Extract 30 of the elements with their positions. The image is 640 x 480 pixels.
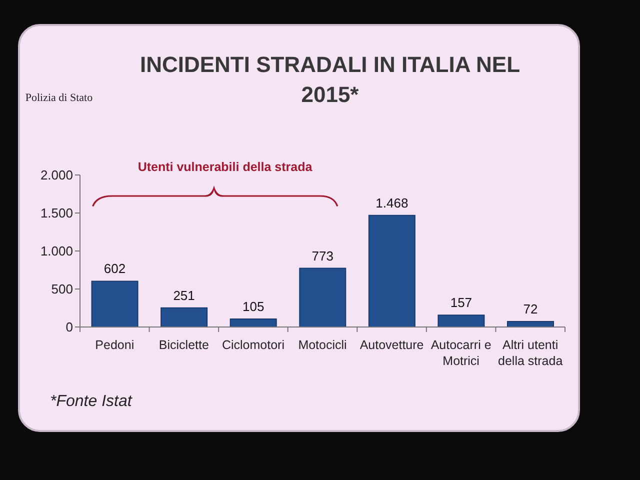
data-label: 602 — [104, 261, 126, 276]
data-label: 1.468 — [376, 195, 408, 210]
bar — [230, 318, 277, 327]
data-label: 773 — [312, 248, 334, 264]
y-tick-label: 0 — [66, 320, 73, 335]
text: Polizia di Stato — [24, 92, 94, 104]
data-label: 157 — [450, 295, 472, 310]
data-label: 251 — [173, 288, 195, 303]
y-tick-label: 2.000 — [40, 168, 73, 183]
data-label: 72 — [523, 302, 538, 317]
bar — [91, 280, 138, 327]
bar — [299, 268, 346, 327]
x-tick-label: Autovetture — [360, 338, 424, 352]
y-tick-label: 500 — [51, 282, 73, 297]
y-tick-label: 1.000 — [40, 244, 73, 259]
x-tick-label: Motocicli — [298, 338, 347, 352]
x-tick-label: Ciclomotori — [222, 338, 284, 352]
x-tick-label: Pedoni — [95, 338, 134, 352]
bar — [160, 307, 208, 327]
text: Utenti vulnerabili della strada — [136, 160, 314, 174]
x-tick-label: Altri utenti della strada — [498, 338, 563, 368]
bar — [506, 321, 554, 327]
x-tick-label: Biciclette — [158, 338, 209, 352]
chart-title: INCIDENTI STRADALI IN ITALIA NEL 2015* — [138, 51, 522, 109]
bar — [438, 314, 485, 327]
y-tick-label: 1.500 — [40, 206, 73, 221]
data-label: 105 — [242, 299, 264, 314]
text: *Fonte Istat — [50, 393, 132, 411]
bar — [368, 214, 416, 327]
x-tick-label: Autocarri e Motrici — [430, 338, 492, 368]
